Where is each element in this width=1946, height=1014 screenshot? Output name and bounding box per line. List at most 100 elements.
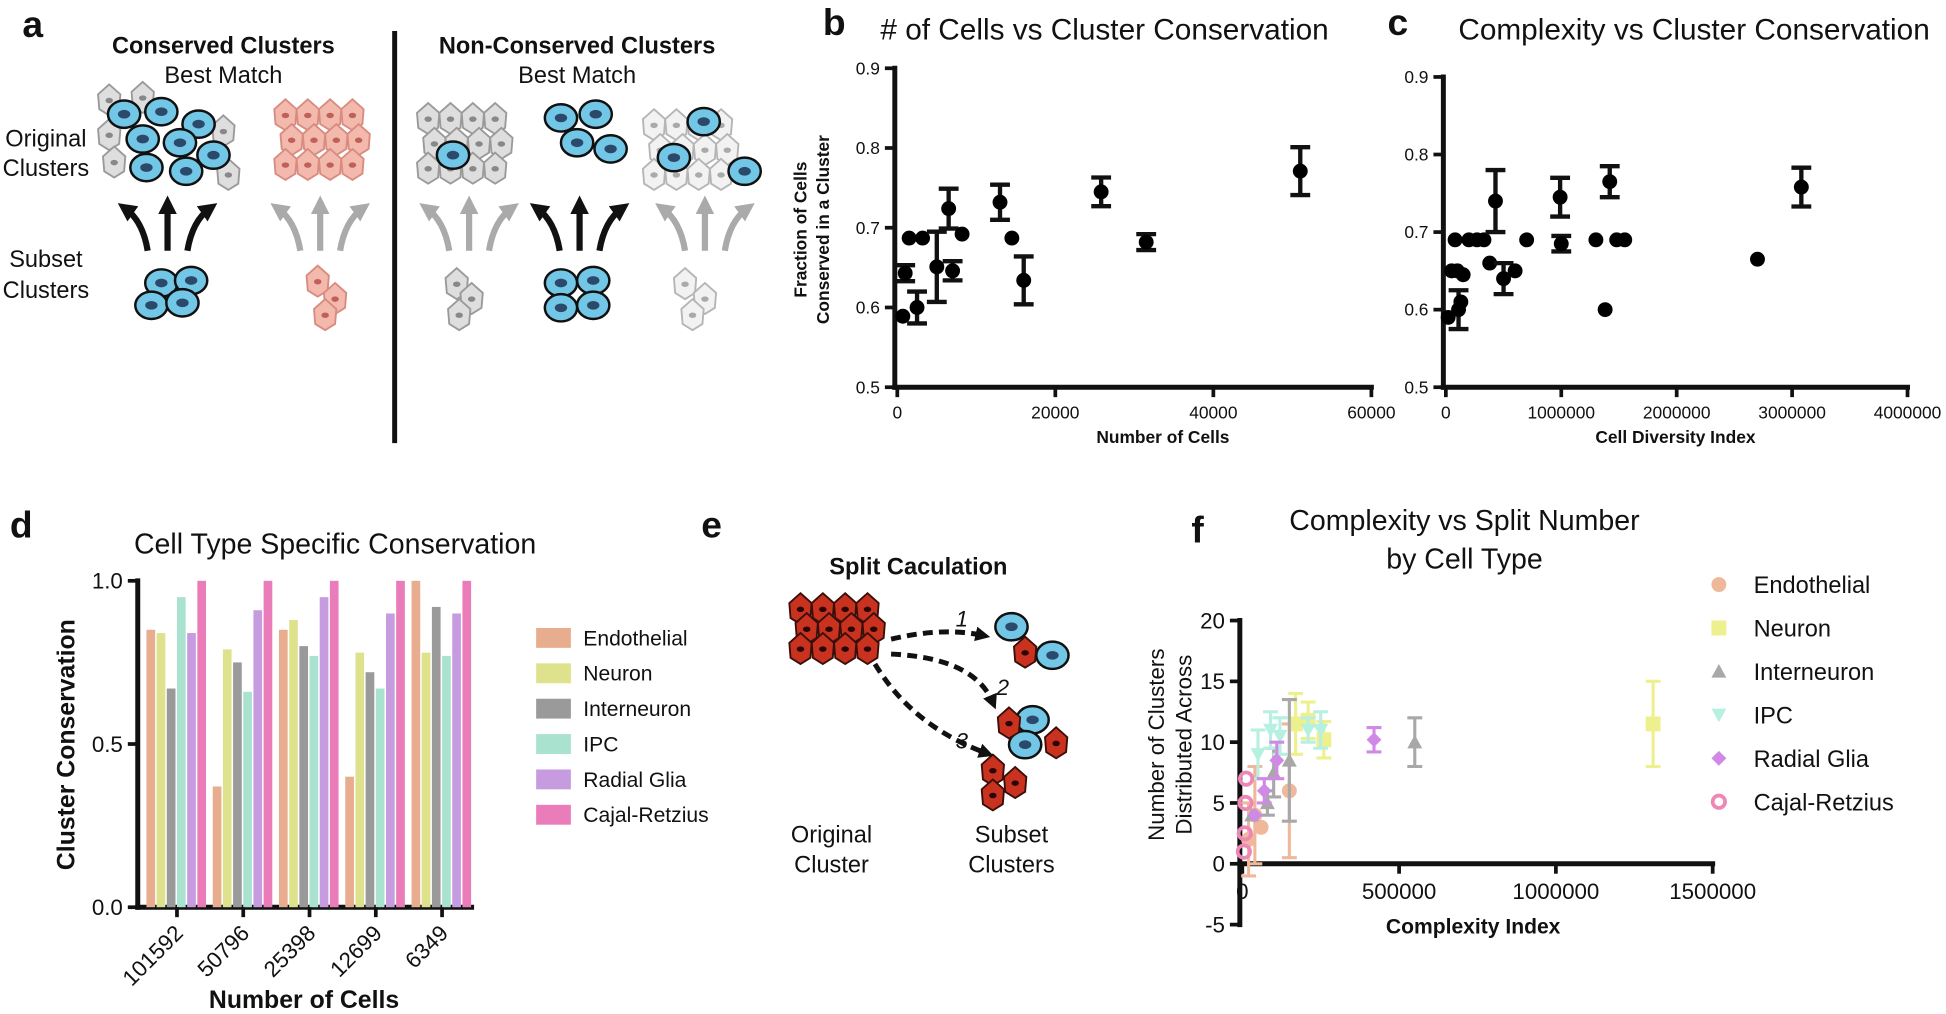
bar <box>319 597 329 908</box>
bar <box>396 580 405 908</box>
panel-letter: f <box>1191 508 1204 550</box>
legend-swatch <box>536 698 571 719</box>
arrow <box>872 662 994 758</box>
legend-label: Interneuron <box>583 698 691 721</box>
x-tick-label: 0 <box>1441 402 1451 422</box>
nucleus <box>587 276 600 285</box>
x-tick-label: 0 <box>892 402 902 422</box>
x-tick-label: 500000 <box>1362 879 1437 904</box>
panel-letter: e <box>701 503 722 545</box>
nucleus <box>332 137 341 143</box>
y-tick-label: 0.5 <box>1404 377 1428 397</box>
diagram-heading: Split Caculation <box>829 554 1007 580</box>
nucleus <box>695 172 703 178</box>
nucleus <box>313 278 322 285</box>
bar <box>462 580 472 908</box>
bar <box>355 652 365 908</box>
nucleus <box>681 281 689 287</box>
point <box>1093 184 1109 200</box>
nucleus <box>802 626 811 632</box>
y-tick-label: 10 <box>1200 730 1225 755</box>
nucleus <box>1005 720 1013 727</box>
bar <box>253 610 263 908</box>
bar <box>197 580 207 908</box>
panel-letter: a <box>22 3 43 45</box>
nucleus <box>825 626 833 632</box>
arrow <box>529 203 563 252</box>
arrow <box>270 203 304 252</box>
cluster-label: Original <box>791 822 872 848</box>
nucleus <box>819 646 827 652</box>
point <box>897 265 913 281</box>
point <box>1253 819 1269 835</box>
point <box>941 201 957 217</box>
y-tick-label: 20 <box>1200 608 1225 633</box>
nucleus <box>287 137 296 143</box>
arrow <box>596 203 630 252</box>
point <box>1407 734 1423 749</box>
nucleus <box>1018 740 1032 749</box>
legend-label: Cajal-Retzius <box>1754 789 1894 815</box>
point <box>1750 251 1765 267</box>
point <box>1250 748 1266 762</box>
nucleus <box>589 109 602 119</box>
point <box>1235 843 1252 860</box>
point <box>1238 770 1255 787</box>
point <box>1272 729 1288 744</box>
nucleus <box>989 767 997 774</box>
bar <box>278 629 288 908</box>
nucleus <box>155 278 168 288</box>
nucleus <box>604 144 617 154</box>
nucleus <box>105 97 113 104</box>
point <box>901 230 917 246</box>
nucleus <box>424 116 432 122</box>
point <box>1588 232 1604 248</box>
bar <box>299 646 309 908</box>
nucleus <box>672 172 681 178</box>
x-tick-label: 3000000 <box>1758 402 1826 422</box>
nucleus <box>796 646 805 652</box>
point <box>1447 232 1463 248</box>
nucleus <box>1046 650 1059 660</box>
bar <box>411 580 421 908</box>
x-axis-label: Number of Cells <box>1096 427 1229 447</box>
x-tick-label: 2000000 <box>1643 402 1711 422</box>
nucleus <box>841 606 849 613</box>
nucleus <box>819 606 827 613</box>
point <box>895 308 911 324</box>
x-tick-label: 6349 <box>400 920 453 973</box>
point <box>1016 272 1032 288</box>
point <box>1597 302 1613 318</box>
diagram-heading: Non-Conserved Clusters <box>439 32 715 58</box>
x-tick-label: 20000 <box>1031 402 1079 422</box>
nucleus <box>847 626 856 632</box>
point <box>992 194 1008 210</box>
y-tick-label: 5 <box>1213 791 1225 816</box>
nucleus <box>354 137 363 143</box>
nucleus <box>587 300 600 310</box>
arrow <box>336 203 370 252</box>
bar <box>345 776 354 908</box>
row-label: Original <box>5 125 86 151</box>
legend-swatch <box>536 804 571 825</box>
y-tick-label: 0 <box>1213 852 1225 877</box>
legend-label: Interneuron <box>1754 659 1875 685</box>
bar <box>452 613 461 908</box>
nucleus <box>672 122 681 129</box>
legend-label: IPC <box>583 733 618 756</box>
x-tick-label: 1000000 <box>1512 879 1599 904</box>
y-axis-label: Fraction of Cells <box>791 162 811 298</box>
chart-title: Complexity vs Split Number <box>1289 505 1640 537</box>
nucleus <box>701 296 709 302</box>
point <box>1507 263 1523 279</box>
nucleus <box>179 166 193 176</box>
x-tick-label: 1000000 <box>1527 402 1595 422</box>
y-tick-label: -5 <box>1205 912 1225 937</box>
nucleus <box>310 137 318 143</box>
nucleus <box>192 119 205 129</box>
nucleus <box>475 141 483 147</box>
y-tick-label: 0.8 <box>1404 145 1428 165</box>
legend-label: Endothelial <box>583 627 687 650</box>
y-axis-label: Cluster Conservation <box>53 619 80 870</box>
